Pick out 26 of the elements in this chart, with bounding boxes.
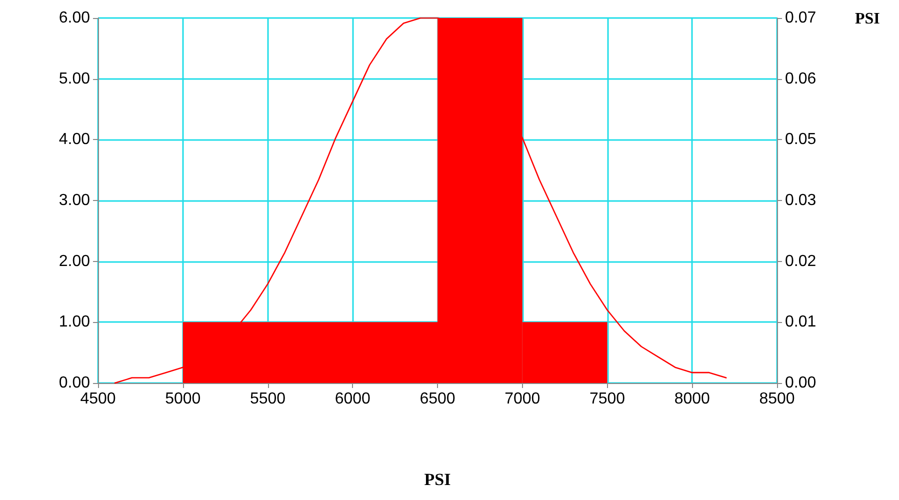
x-axis-title: PSI (424, 470, 452, 489)
x-tick-label: 7000 (504, 390, 540, 408)
x-tick-label: 4500 (80, 390, 116, 408)
y-tick-label: 3.00 (58, 192, 90, 209)
x-tick-label: 5000 (165, 390, 201, 408)
line-series (114, 17, 727, 384)
y2-tick-label: 0.07 (785, 10, 816, 26)
x-tick-label: 5500 (250, 390, 286, 408)
y2-tick-label: 0.01 (785, 314, 816, 331)
y2-tick-label: 0.05 (785, 131, 816, 148)
y-tick-label: 5.00 (58, 70, 90, 88)
y2-tick-label: 0.02 (785, 252, 816, 270)
y-tick-label: 1.00 (58, 314, 90, 331)
x-tick-label: 6000 (334, 390, 371, 408)
y2-tick-label: 0.00 (785, 374, 816, 392)
y2-tick-label: 0.06 (785, 70, 816, 88)
x-tick-label: 7500 (589, 390, 626, 408)
x-tick-label: 8000 (674, 390, 710, 408)
x-tick-label: 8500 (759, 390, 795, 408)
y-tick-label: 4.00 (58, 131, 90, 148)
x-tick-label: 6500 (420, 390, 456, 408)
y2-axis-title: PSI (855, 10, 880, 28)
y-tick-label: 2.00 (58, 252, 90, 270)
y-tick-label: 0.00 (58, 374, 90, 392)
y2-tick-label: 0.03 (785, 192, 816, 209)
y-tick-label: 6.00 (58, 10, 90, 26)
